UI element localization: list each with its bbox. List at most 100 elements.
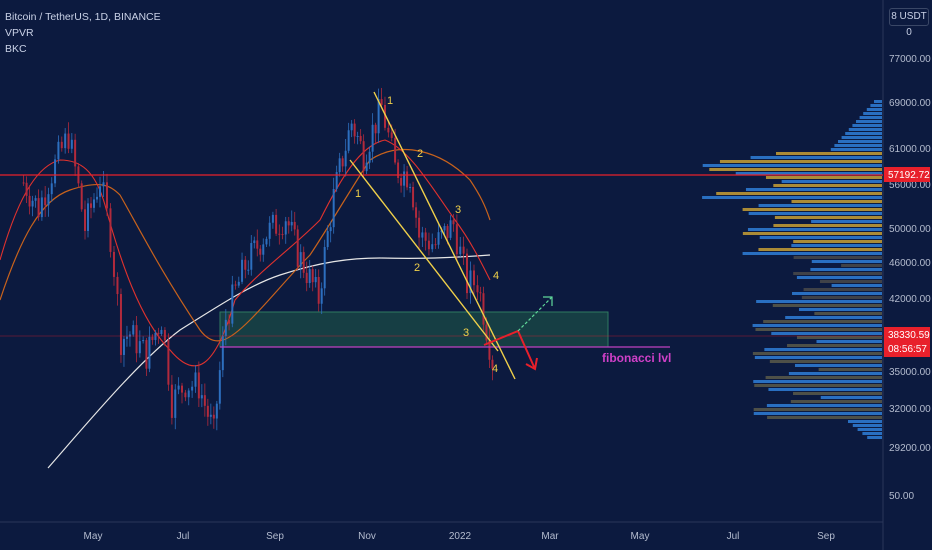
candle-body <box>74 139 77 167</box>
candle-body <box>105 182 108 209</box>
time-axis[interactable]: May Jul Sep Nov 2022 Mar May Jul Sep <box>84 531 836 542</box>
volume-profile-bar <box>793 392 882 395</box>
volume-profile-bar <box>742 252 882 255</box>
candle-body <box>128 334 131 337</box>
symbol-title[interactable]: Bitcoin / TetherUS, 1D, BINANCE <box>5 11 161 23</box>
candle-body <box>116 276 119 295</box>
candle-body <box>132 325 135 335</box>
volume-profile-bar <box>814 312 882 315</box>
candle-body <box>138 341 141 354</box>
volume-profile-bar <box>702 196 882 199</box>
fibonacci-annotation: fibonacci lvl <box>602 351 671 365</box>
time-tick-label: Mar <box>541 531 559 542</box>
currency-unit-button[interactable]: 8 USDT 0 <box>889 8 929 38</box>
demand-zone <box>219 311 609 348</box>
candle-body <box>206 405 209 417</box>
volume-profile-bar <box>759 236 882 239</box>
candle-body <box>231 284 234 324</box>
volume-profile-bar <box>801 296 882 299</box>
candle-body <box>163 329 166 341</box>
volume-profile-bar <box>862 432 882 435</box>
candle-body <box>308 269 311 284</box>
candle-body <box>424 232 427 241</box>
candle-body <box>215 403 218 419</box>
volume-profile-bar <box>859 116 882 119</box>
candle-body <box>299 252 302 267</box>
candle-body <box>25 182 28 196</box>
price-badge <box>884 167 930 182</box>
indicator-bkc[interactable]: BKC <box>5 43 27 55</box>
volume-profile-bar <box>753 408 882 411</box>
candle-body <box>311 269 314 283</box>
candle-body <box>409 186 412 188</box>
time-tick-label: Sep <box>817 531 835 542</box>
candle-body <box>84 209 87 231</box>
volume-profile-bar <box>845 132 882 135</box>
candle-body <box>197 372 200 399</box>
volume-profile-bar <box>765 176 882 179</box>
volume-profile-bar <box>769 360 882 363</box>
volume-profile-bar <box>748 212 882 215</box>
candle-body <box>187 390 190 398</box>
candle-body <box>394 137 397 163</box>
volume-profile-bar <box>758 248 882 251</box>
indicator-vpvr[interactable]: VPVR <box>5 27 34 39</box>
volume-profile-bar <box>775 152 882 155</box>
candle-body <box>284 221 287 235</box>
candle-body <box>209 414 212 417</box>
volume-profile-bar <box>867 436 882 439</box>
volume-profile-bar <box>785 316 882 319</box>
wave-labels: 1 2 3 4 1 2 3 4 <box>355 95 499 375</box>
volume-profile-bar <box>787 344 882 347</box>
candle-body <box>314 276 317 283</box>
wave-label: 1 <box>355 188 361 200</box>
candle-body <box>362 141 365 172</box>
candle-body <box>406 171 409 188</box>
candle-body <box>359 135 362 142</box>
volume-profile-bar <box>819 280 882 283</box>
volume-profile-bar <box>745 188 882 191</box>
price-tick-label: 56000.00 <box>889 180 931 191</box>
volume-profile-bar <box>852 124 882 127</box>
candle-body <box>67 133 70 149</box>
wave-label: 2 <box>414 262 420 274</box>
horizontal-levels <box>0 174 883 348</box>
volume-profile-bar <box>765 376 882 379</box>
candle-body <box>329 227 332 232</box>
candle-body <box>54 159 57 184</box>
volume-profile-bar <box>702 164 882 167</box>
candle-body <box>28 195 31 207</box>
candle-body <box>302 252 305 273</box>
candle-body <box>491 359 494 369</box>
volume-profile-bar <box>810 268 882 271</box>
volume-profile-bar <box>790 400 882 403</box>
candle-body <box>418 217 421 238</box>
candle-body <box>479 292 482 294</box>
time-tick-label: May <box>631 531 650 542</box>
price-axis[interactable]: 77000.00 69000.00 61000.00 56000.00 50000.00… <box>889 54 931 502</box>
candle-body <box>290 221 293 226</box>
candle-body <box>431 244 434 250</box>
candle-body <box>145 340 148 369</box>
volume-profile-bar <box>716 192 882 195</box>
volume-profile-bar <box>803 288 882 291</box>
price-tick-label: 29200.00 <box>889 443 931 454</box>
candle-body <box>383 104 386 128</box>
candle-body <box>397 162 400 179</box>
price-tick-label: 50.00 <box>889 491 914 502</box>
candle-body <box>305 272 308 284</box>
volume-profile-bar <box>820 396 882 399</box>
candle-body <box>365 162 368 172</box>
wave-label: 1 <box>387 95 393 107</box>
candle-body <box>293 221 296 230</box>
candle-body <box>440 230 443 233</box>
volume-profile-bar <box>831 284 882 287</box>
candle-body <box>37 198 40 218</box>
candle-body <box>50 183 53 195</box>
candle-body <box>125 336 128 339</box>
time-tick-label: Sep <box>266 531 284 542</box>
candle-body <box>244 259 247 270</box>
wave-label: 4 <box>492 363 498 375</box>
candle-body <box>90 203 93 208</box>
